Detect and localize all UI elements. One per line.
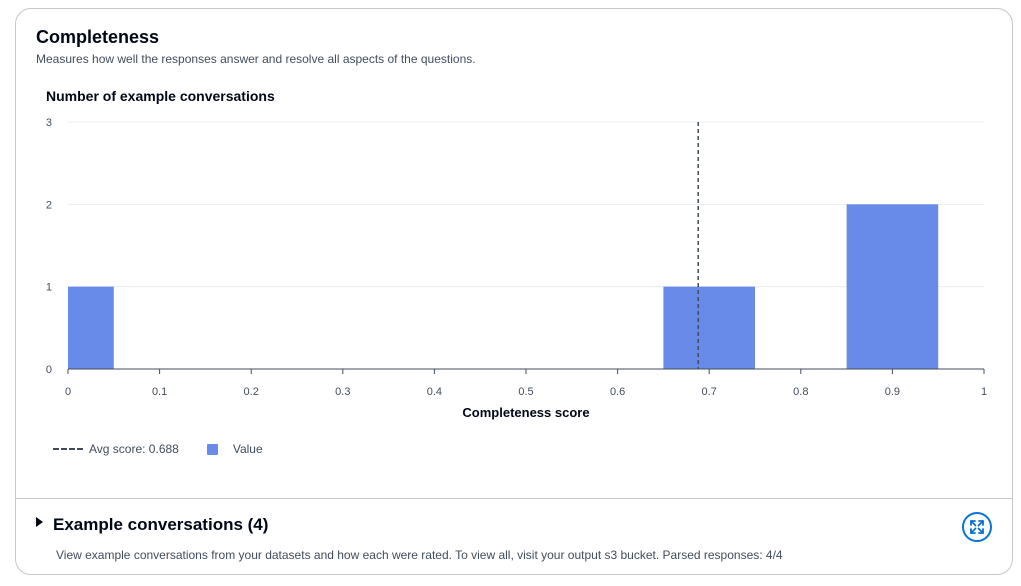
legend-value-label: Value	[232, 442, 263, 456]
x-tick-label: 0.7	[702, 386, 717, 398]
section-divider	[16, 498, 1012, 499]
completeness-card: Completeness Measures how well the respo…	[15, 8, 1013, 575]
histogram-bar	[68, 286, 114, 369]
histogram-bar	[846, 204, 939, 369]
x-tick-label: 0.9	[885, 386, 900, 398]
histogram-bar	[663, 286, 755, 369]
chart-title: Number of example conversations	[46, 88, 275, 104]
legend-avg-label: Avg score: 0.688	[89, 442, 179, 456]
x-tick-label: 0.6	[610, 386, 625, 398]
y-tick-label: 1	[46, 282, 52, 294]
x-tick-label: 0.2	[244, 386, 259, 398]
x-tick-label: 0.1	[152, 386, 167, 398]
expand-icon	[970, 520, 984, 534]
legend-value: Value	[206, 442, 263, 456]
y-tick-label: 3	[46, 117, 52, 129]
dashed-line-icon	[53, 448, 83, 450]
x-tick-label: 0.5	[518, 386, 533, 398]
x-tick-label: 0	[65, 386, 71, 398]
chart-legend: Avg score: 0.688 Value	[53, 442, 291, 456]
legend-avg-score: Avg score: 0.688	[53, 442, 179, 456]
x-tick-label: 0.4	[427, 386, 442, 398]
x-tick-label: 0.3	[335, 386, 350, 398]
y-tick-label: 0	[46, 364, 52, 376]
x-tick-label: 0.8	[793, 386, 808, 398]
caret-right-icon	[36, 517, 43, 527]
expand-button[interactable]	[962, 512, 992, 542]
x-axis-label: Completeness score	[462, 405, 589, 420]
example-conversations-description: View example conversations from your dat…	[56, 548, 783, 562]
x-tick-label: 1	[981, 386, 987, 398]
example-conversations-title: Example conversations (4)	[53, 515, 269, 534]
value-swatch-icon	[206, 443, 218, 455]
card-title: Completeness	[36, 27, 160, 47]
example-conversations-expander[interactable]: Example conversations (4)	[36, 515, 268, 535]
card-subtitle: Measures how well the responses answer a…	[36, 52, 476, 66]
histogram-chart: 0 1 2 3 0 0.1 0.2 0.3 0.4 0.5 0.6 0.7 0.8 0.9 1 Complet…	[46, 117, 987, 420]
y-tick-label: 2	[46, 199, 52, 211]
